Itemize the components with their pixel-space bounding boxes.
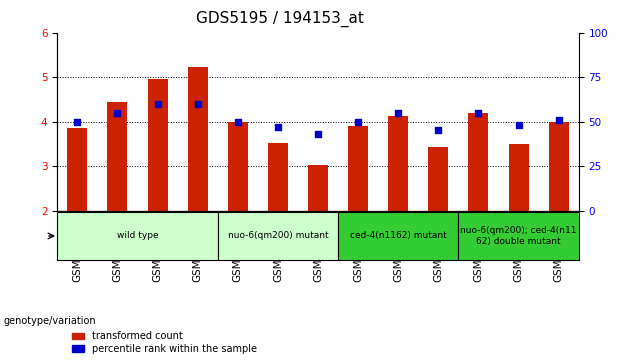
Point [273, 124, 283, 130]
Bar [268, 143, 288, 211]
Text: genotype/variation: genotype/variation [3, 316, 96, 326]
Bar [57, 212, 218, 260]
Bar [348, 126, 368, 211]
Text: nuo-6(qm200) mutant: nuo-6(qm200) mutant [228, 232, 328, 240]
Bar [218, 212, 338, 260]
Point [233, 119, 243, 125]
Point [513, 122, 523, 128]
Point [473, 110, 483, 115]
Bar [388, 116, 408, 211]
Bar [509, 144, 529, 211]
Bar [228, 122, 248, 211]
Text: GDS5195 / 194153_at: GDS5195 / 194153_at [196, 11, 364, 27]
Text: wild type: wild type [116, 232, 158, 240]
Text: nuo-6(qm200); ced-4(n11
62) double mutant: nuo-6(qm200); ced-4(n11 62) double mutan… [460, 226, 577, 246]
Bar [107, 102, 127, 211]
Bar [549, 122, 569, 211]
Point [113, 110, 123, 115]
Bar [308, 165, 328, 211]
Point [73, 119, 83, 125]
Bar [459, 212, 579, 260]
Bar [67, 128, 87, 211]
Point [313, 131, 323, 137]
Bar [148, 79, 167, 211]
Bar [188, 68, 208, 211]
Point [553, 117, 563, 123]
Text: ced-4(n1162) mutant: ced-4(n1162) mutant [350, 232, 446, 240]
Bar [338, 212, 459, 260]
Point [353, 119, 363, 125]
Bar [469, 113, 488, 211]
Point [433, 128, 443, 134]
Point [153, 101, 163, 107]
Point [193, 101, 203, 107]
Bar [428, 147, 448, 211]
Point [393, 110, 403, 115]
Legend: transformed count, percentile rank within the sample: transformed count, percentile rank withi… [69, 327, 261, 358]
